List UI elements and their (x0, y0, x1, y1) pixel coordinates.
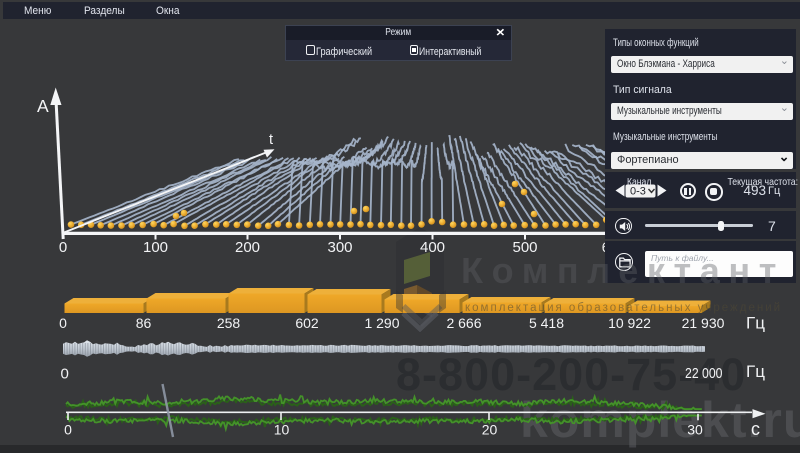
svg-text:0: 0 (61, 366, 69, 383)
svg-text:602: 602 (295, 315, 319, 331)
svg-text:t: t (269, 132, 273, 148)
svg-text:0-3: 0-3 (630, 186, 646, 198)
svg-text:200: 200 (235, 239, 260, 256)
svg-text:258: 258 (217, 315, 241, 331)
svg-text:100: 100 (143, 239, 168, 256)
svg-text:20: 20 (482, 422, 498, 438)
svg-text:Гц: Гц (746, 362, 765, 381)
svg-text:2 666: 2 666 (446, 315, 481, 331)
svg-text:1 290: 1 290 (364, 315, 399, 331)
svg-text:400: 400 (420, 239, 445, 256)
svg-text:22 000: 22 000 (685, 365, 723, 382)
svg-text:86: 86 (136, 315, 152, 331)
svg-text:300: 300 (327, 239, 352, 256)
svg-text:10: 10 (274, 422, 290, 438)
svg-text:Гц: Гц (746, 314, 765, 333)
svg-text:10 922: 10 922 (608, 315, 651, 331)
svg-text:21 930: 21 930 (682, 315, 725, 331)
svg-text:0: 0 (59, 239, 67, 256)
svg-text:500: 500 (512, 239, 537, 256)
svg-text:30: 30 (687, 422, 703, 438)
svg-text:A: A (37, 96, 49, 116)
svg-text:0: 0 (59, 315, 67, 331)
svg-text:с: с (751, 419, 760, 439)
svg-text:0: 0 (64, 422, 72, 438)
svg-text:5 418: 5 418 (529, 315, 564, 331)
